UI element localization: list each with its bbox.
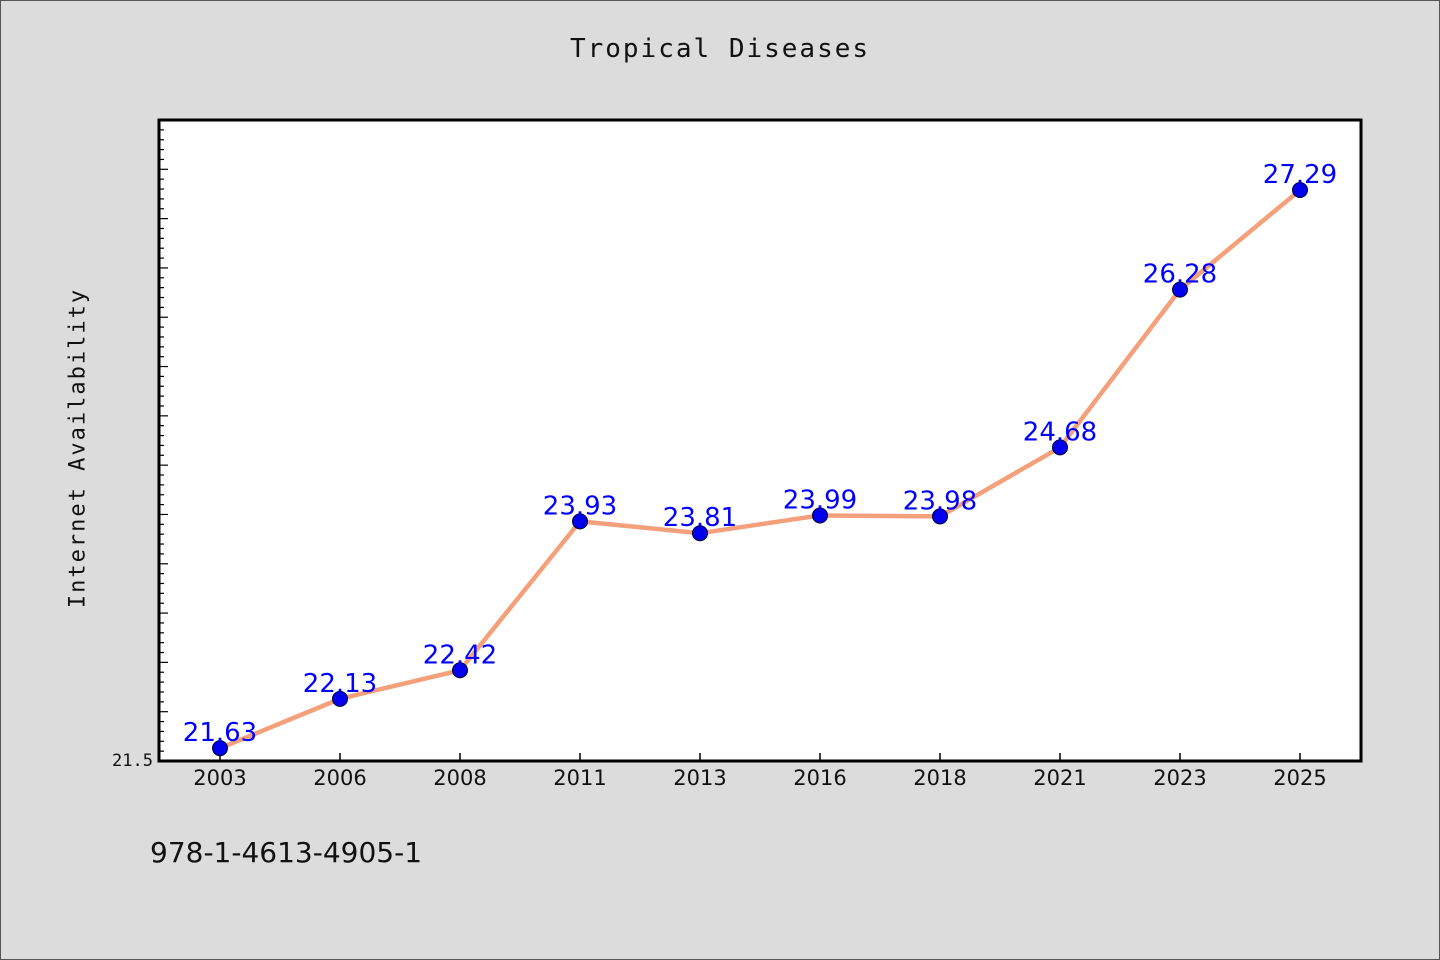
x-axis-ticks: 2003 2006 2008 2011 2013 2016 2018 2021 2023 2025 xyxy=(193,753,1327,790)
data-point xyxy=(332,690,348,707)
data-label: 21.63 xyxy=(183,718,257,748)
data-label: 26.28 xyxy=(1143,260,1217,290)
data-point xyxy=(812,507,828,524)
plot-area xyxy=(157,118,1363,763)
series-markers xyxy=(212,182,1308,757)
data-point xyxy=(212,740,228,757)
footnote-isbn: 978-1-4613-4905-1 xyxy=(150,836,423,869)
data-point xyxy=(1052,439,1068,456)
x-tick-label: 2003 xyxy=(193,766,246,790)
x-tick-label: 2008 xyxy=(433,766,486,790)
y-axis-ticks: 21.5 xyxy=(112,129,168,771)
data-point xyxy=(572,513,588,530)
data-label: 23.98 xyxy=(903,486,977,516)
data-point xyxy=(452,662,468,679)
data-point xyxy=(1172,281,1188,298)
data-label: 27.29 xyxy=(1263,160,1337,190)
data-point xyxy=(1292,182,1308,199)
data-label: 22.13 xyxy=(303,669,377,699)
series-line xyxy=(219,188,1302,751)
data-labels: 21.63 22.13 22.42 23.93 23.81 23.99 23.98 24.68… xyxy=(183,160,1337,748)
x-tick-label: 2011 xyxy=(553,766,606,790)
x-tick-label: 2006 xyxy=(313,766,366,790)
x-tick-label: 2021 xyxy=(1033,766,1086,790)
x-tick-label: 2023 xyxy=(1153,766,1206,790)
data-label: 24.68 xyxy=(1023,417,1097,447)
data-label: 23.99 xyxy=(783,485,857,515)
data-point xyxy=(692,525,708,542)
data-label: 23.93 xyxy=(543,491,617,521)
chart-title: Tropical Diseases xyxy=(569,34,871,64)
x-tick-label: 2013 xyxy=(673,766,726,790)
data-point xyxy=(932,508,948,525)
data-label: 22.42 xyxy=(423,640,497,670)
x-tick-label: 2016 xyxy=(793,766,846,790)
data-label: 23.81 xyxy=(663,503,737,533)
y-tick-label: 21.5 xyxy=(112,751,153,771)
x-tick-label: 2025 xyxy=(1273,766,1326,790)
x-tick-label: 2018 xyxy=(913,766,966,790)
